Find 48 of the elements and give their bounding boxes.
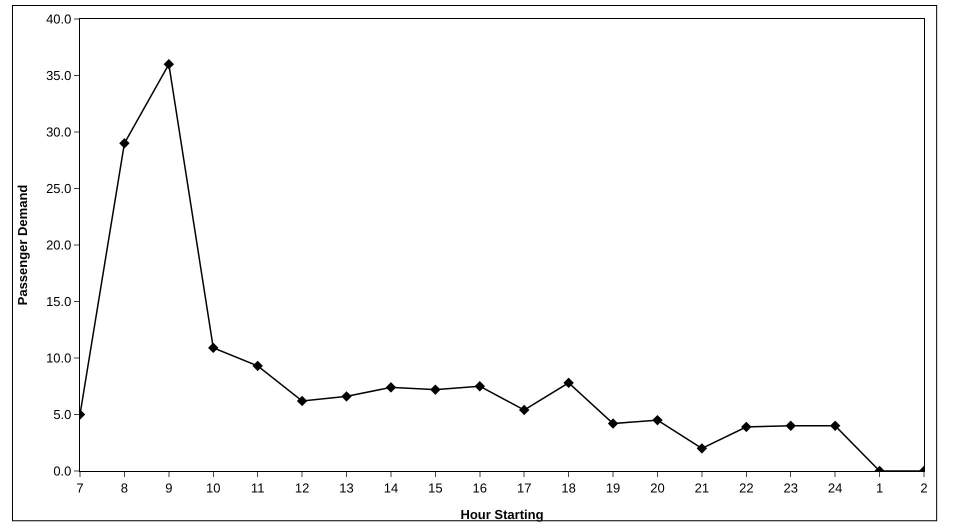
x-tick-label: 11 [250, 480, 264, 496]
y-tick-label: 25.0 [46, 181, 72, 196]
point [386, 382, 396, 393]
y-tick-label: 10.0 [46, 350, 72, 366]
x-tick-label: 14 [384, 480, 398, 496]
point [741, 422, 752, 432]
x-tick-label: 20 [650, 480, 665, 496]
x-tick-label: 16 [472, 480, 488, 496]
point [608, 418, 618, 429]
x-tick-label: 2 [920, 480, 928, 496]
point [252, 360, 263, 372]
point [430, 384, 441, 395]
point [563, 378, 574, 388]
point [474, 381, 485, 392]
point [296, 396, 308, 406]
point [119, 138, 130, 148]
x-axis-title: Hour Starting [460, 507, 544, 522]
x-tick-label: 10 [206, 480, 220, 496]
y-tick-label: 40.0 [46, 12, 72, 27]
x-tick-label: 22 [739, 480, 754, 496]
y-tick-label: 30.0 [46, 124, 72, 140]
x-tick-label: 21 [694, 480, 710, 496]
point [164, 59, 174, 70]
y-tick-label: 0.0 [53, 464, 72, 479]
y-tick-label: 5.0 [53, 407, 72, 422]
point [830, 420, 840, 431]
point [519, 404, 530, 416]
y-axis-title: Passenger Demand [15, 184, 30, 306]
x-tick-label: 1 [876, 480, 884, 496]
x-tick-label: 23 [784, 480, 798, 496]
y-tick-label: 20.0 [46, 238, 72, 253]
y-tick-label: 35.0 [46, 68, 72, 84]
x-tick-label: 8 [120, 480, 128, 496]
x-tick-label: 9 [165, 480, 172, 496]
x-tick-label: 12 [294, 480, 310, 496]
x-tick-label: 18 [561, 480, 576, 496]
x-tick-label: 19 [606, 480, 620, 496]
x-tick-label: 15 [428, 480, 443, 496]
x-tick-label: 17 [516, 480, 532, 496]
point [208, 342, 218, 354]
point [652, 414, 663, 426]
point [341, 391, 352, 402]
x-tick-label: 7 [76, 480, 84, 496]
y-tick-label: 15.0 [46, 294, 72, 310]
x-tick-label: 24 [828, 480, 842, 496]
point [696, 443, 708, 454]
point [786, 420, 796, 431]
x-tick-label: 13 [339, 480, 354, 496]
